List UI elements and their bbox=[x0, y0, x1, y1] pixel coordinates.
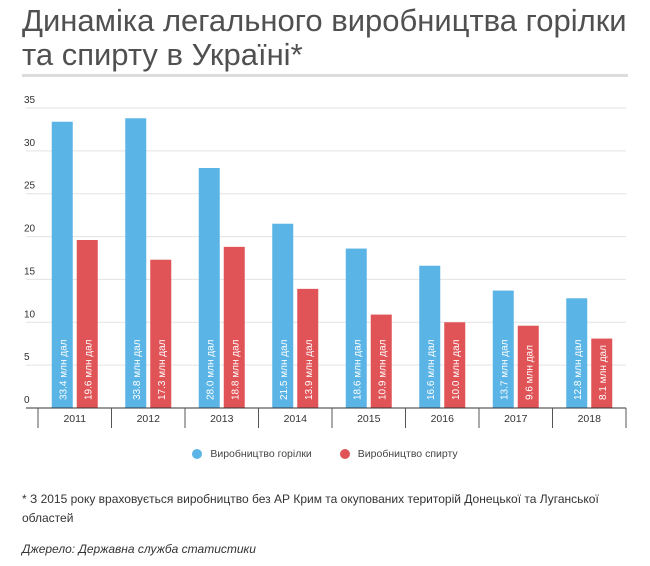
data-label-vodka: 21.5 млн дал bbox=[279, 339, 290, 400]
chart-title: Динаміка легального виробництва горілки … bbox=[22, 3, 627, 72]
bar-vodka bbox=[198, 168, 220, 408]
legend-vodka-label: Виробництво горілки bbox=[210, 448, 312, 460]
chart-legend: Виробництво горілки Виробництво спирту bbox=[0, 448, 650, 460]
bar-vodka bbox=[419, 265, 441, 408]
bar-spirit bbox=[370, 314, 392, 408]
y-tick-label: 0 bbox=[24, 395, 30, 406]
x-tick-label: 2017 bbox=[504, 413, 528, 425]
footnote: * З 2015 року враховується виробництво б… bbox=[22, 492, 599, 525]
legend-vodka-swatch bbox=[192, 449, 203, 459]
data-label-spirit: 18.8 млн дал bbox=[230, 339, 241, 400]
y-tick-label: 15 bbox=[24, 266, 36, 277]
y-tick-label: 20 bbox=[24, 224, 36, 235]
y-tick-label: 30 bbox=[24, 138, 36, 149]
legend-spirit-label: Виробництво спирту bbox=[357, 448, 458, 460]
bar-spirit bbox=[297, 288, 319, 408]
bar-chart: 0 5 10 15 20 25 30 35 33.4 млн дал 19.6 млн дал 33… bbox=[24, 95, 627, 428]
bar-spirit bbox=[444, 322, 466, 408]
x-tick-label: 2014 bbox=[284, 413, 308, 425]
bar-vodka bbox=[51, 121, 73, 408]
x-tick-label: 2012 bbox=[137, 413, 161, 425]
legend-spirit-swatch bbox=[339, 449, 350, 459]
bar-spirit bbox=[591, 338, 613, 408]
data-label-spirit: 17.3 млн дал bbox=[157, 339, 168, 400]
data-label-spirit: 10.0 млн дал bbox=[451, 339, 462, 400]
x-tick-label: 2015 bbox=[357, 413, 381, 425]
source-note: Джерело: Державна служба статистики bbox=[22, 542, 256, 556]
bar-vodka bbox=[492, 290, 514, 408]
bar-vodka bbox=[566, 298, 588, 408]
data-label-vodka: 16.6 млн дал bbox=[426, 339, 437, 400]
data-label-spirit: 19.6 млн дал bbox=[83, 339, 94, 400]
y-tick-label: 5 bbox=[24, 352, 30, 363]
bar-spirit bbox=[223, 246, 245, 408]
data-label-spirit: 9.6 млн дал bbox=[524, 345, 535, 400]
bar-vodka bbox=[125, 118, 147, 409]
data-label-vodka: 13.7 млн дал bbox=[499, 339, 510, 400]
bar-vodka bbox=[272, 223, 294, 408]
x-tick-label: 2016 bbox=[431, 413, 455, 425]
data-label-spirit: 13.9 млн дал bbox=[304, 339, 315, 400]
bar-spirit bbox=[76, 240, 98, 408]
x-tick-label: 2011 bbox=[63, 413, 86, 425]
data-label-vodka: 33.4 млн дал bbox=[58, 339, 69, 400]
x-tick-label: 2018 bbox=[578, 413, 602, 425]
legend-item-spirit[interactable]: Виробництво спирту bbox=[339, 448, 458, 460]
y-tick-label: 35 bbox=[24, 95, 36, 106]
bar-spirit bbox=[517, 325, 539, 408]
data-label-spirit: 10.9 млн дал bbox=[377, 339, 388, 400]
legend-item-vodka[interactable]: Виробництво горілки bbox=[192, 448, 312, 460]
data-label-vodka: 28.0 млн дал bbox=[205, 339, 216, 400]
data-label-vodka: 33.8 млн дал bbox=[132, 339, 143, 400]
y-tick-label: 10 bbox=[24, 309, 36, 320]
data-label-vodka: 18.6 млн дал bbox=[352, 339, 363, 400]
x-tick-label: 2013 bbox=[210, 413, 234, 425]
y-tick-label: 25 bbox=[24, 181, 36, 192]
bar-vodka bbox=[345, 248, 367, 408]
title-divider bbox=[22, 74, 628, 77]
data-label-vodka: 12.8 млн дал bbox=[573, 339, 584, 400]
data-label-spirit: 8.1 млн дал bbox=[598, 345, 609, 400]
bar-spirit bbox=[150, 259, 172, 408]
